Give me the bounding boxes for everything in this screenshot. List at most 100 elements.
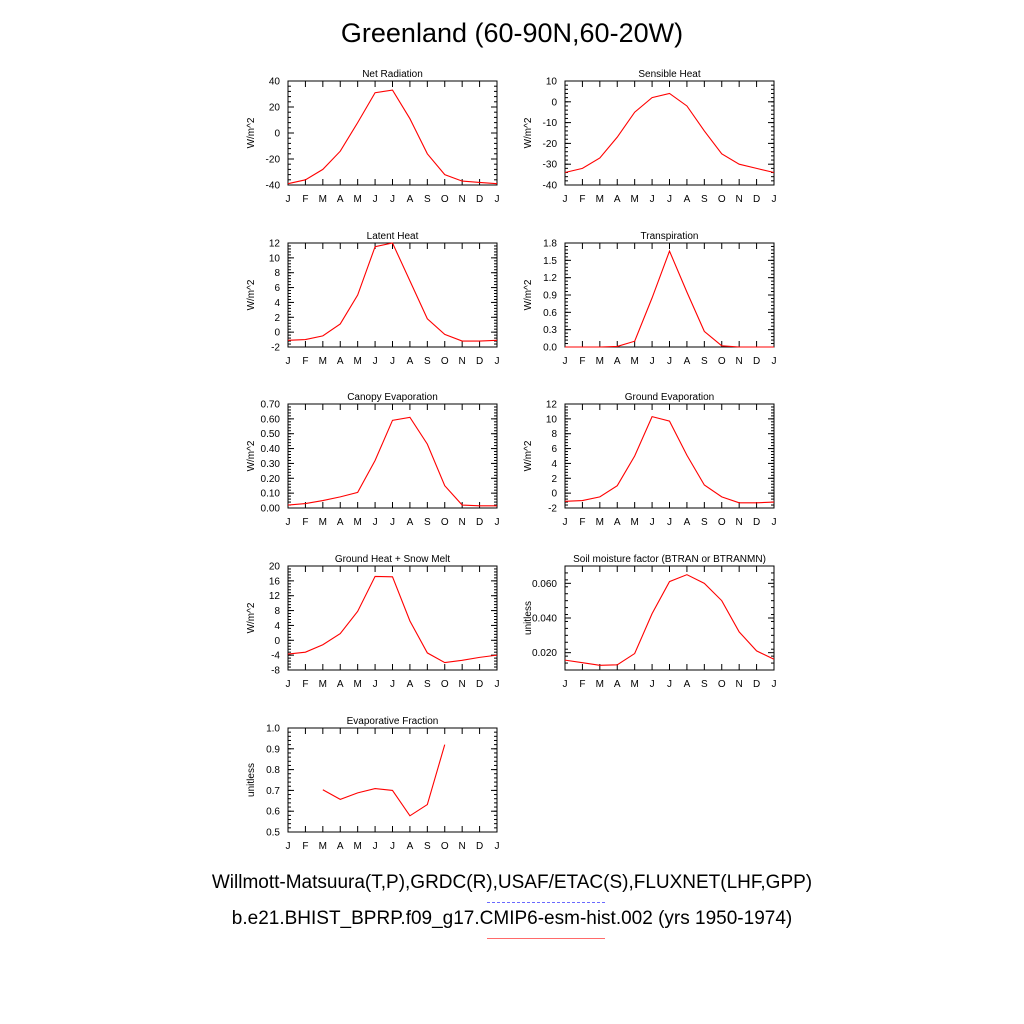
y-axis-label: W/m^2: [246, 117, 257, 148]
panel-title: Transpiration: [641, 231, 699, 242]
x-tick-label: J: [772, 517, 777, 528]
plot-frame: [287, 565, 498, 671]
series-line-0: [564, 574, 775, 666]
x-tick-label: J: [667, 356, 672, 367]
x-tick-label: A: [407, 841, 414, 852]
y-tick-label: 0: [274, 328, 280, 339]
x-tick-label: S: [424, 356, 431, 367]
y-tick-label: -2: [548, 504, 557, 515]
x-tick-label: N: [459, 356, 466, 367]
y-tick-label: 0.060: [532, 579, 557, 590]
y-tick-label: 0.40: [261, 444, 281, 455]
x-tick-label: M: [596, 679, 604, 690]
panel-title: Net Radiation: [362, 69, 423, 80]
y-tick-label: 10: [546, 77, 558, 88]
y-tick-label: 2: [274, 313, 280, 324]
y-tick-label: 0.20: [261, 474, 281, 485]
series-line-0: [322, 744, 446, 817]
x-tick-label: M: [353, 679, 361, 690]
y-tick-label: -40: [543, 181, 558, 192]
chart-panel-6: Ground Heat + Snow Melt W/m^2 -8 -4 0 4 8 12 16 2…: [246, 554, 500, 690]
x-tick-label: O: [441, 517, 449, 528]
y-tick-label: -2: [271, 343, 280, 354]
x-tick-label: J: [495, 194, 500, 205]
x-tick-label: J: [286, 194, 291, 205]
x-tick-label: J: [390, 194, 395, 205]
x-tick-label: J: [650, 194, 655, 205]
x-tick-label: J: [390, 517, 395, 528]
y-tick-label: 40: [269, 77, 281, 88]
x-tick-label: N: [459, 194, 466, 205]
plot-frame: [287, 727, 498, 833]
x-tick-label: J: [495, 841, 500, 852]
y-tick-label: 16: [269, 576, 281, 587]
x-tick-label: O: [718, 679, 726, 690]
panel-title: Evaporative Fraction: [347, 716, 439, 727]
series-line-0: [287, 89, 498, 185]
y-tick-label: 1.2: [543, 273, 557, 284]
panel-title: Latent Heat: [367, 231, 419, 242]
y-tick-label: 0.9: [266, 744, 280, 755]
y-tick-label: 0.0: [543, 343, 557, 354]
x-tick-label: J: [667, 679, 672, 690]
x-tick-label: J: [495, 679, 500, 690]
y-tick-label: 0.7: [266, 786, 280, 797]
x-tick-label: S: [424, 194, 431, 205]
y-tick-label: 12: [546, 400, 558, 411]
y-tick-label: 0.020: [532, 648, 557, 659]
x-tick-label: J: [563, 679, 568, 690]
x-tick-label: J: [650, 356, 655, 367]
x-tick-label: A: [407, 194, 414, 205]
x-tick-label: J: [563, 194, 568, 205]
x-tick-label: S: [424, 841, 431, 852]
x-tick-label: J: [286, 356, 291, 367]
y-tick-label: 12: [269, 239, 281, 250]
x-tick-label: D: [753, 517, 760, 528]
x-tick-label: S: [424, 679, 431, 690]
y-axis-label: W/m^2: [523, 440, 534, 471]
series-line-0: [287, 242, 498, 342]
x-tick-label: J: [286, 679, 291, 690]
panel-title: Sensible Heat: [638, 69, 700, 80]
x-tick-label: F: [302, 679, 308, 690]
y-tick-label: 6: [551, 444, 557, 455]
x-tick-label: J: [373, 194, 378, 205]
x-tick-label: A: [684, 194, 691, 205]
x-tick-label: N: [736, 679, 743, 690]
y-tick-label: 12: [269, 591, 281, 602]
y-tick-label: -20: [266, 155, 281, 166]
x-tick-label: O: [441, 356, 449, 367]
series-line-0: [564, 92, 775, 174]
y-tick-label: 0.10: [261, 489, 281, 500]
x-tick-label: A: [614, 679, 621, 690]
x-tick-label: M: [353, 841, 361, 852]
x-tick-label: M: [596, 356, 604, 367]
x-tick-label: M: [319, 517, 327, 528]
y-tick-label: 8: [551, 429, 557, 440]
x-tick-label: D: [476, 517, 483, 528]
x-tick-label: S: [701, 679, 708, 690]
y-tick-label: 0.50: [261, 429, 281, 440]
x-tick-label: D: [753, 194, 760, 205]
y-tick-label: 1.0: [266, 724, 280, 735]
y-axis-label: unitless: [523, 601, 534, 635]
x-tick-label: N: [736, 517, 743, 528]
x-tick-label: A: [614, 194, 621, 205]
x-tick-label: F: [579, 517, 585, 528]
x-tick-label: M: [319, 841, 327, 852]
y-axis-label: unitless: [246, 763, 257, 797]
legend-observations-label: Willmott-Matsuura(T,P),GRDC(R),USAF/ETAC…: [211, 872, 813, 893]
y-tick-label: 4: [274, 621, 280, 632]
y-tick-label: 0.5: [266, 828, 280, 839]
x-tick-label: M: [319, 194, 327, 205]
x-tick-label: A: [337, 841, 344, 852]
y-tick-label: 0: [274, 129, 280, 140]
x-tick-label: O: [441, 194, 449, 205]
x-tick-label: N: [459, 841, 466, 852]
y-axis-label: W/m^2: [523, 279, 534, 310]
y-tick-label: 0.3: [543, 325, 557, 336]
